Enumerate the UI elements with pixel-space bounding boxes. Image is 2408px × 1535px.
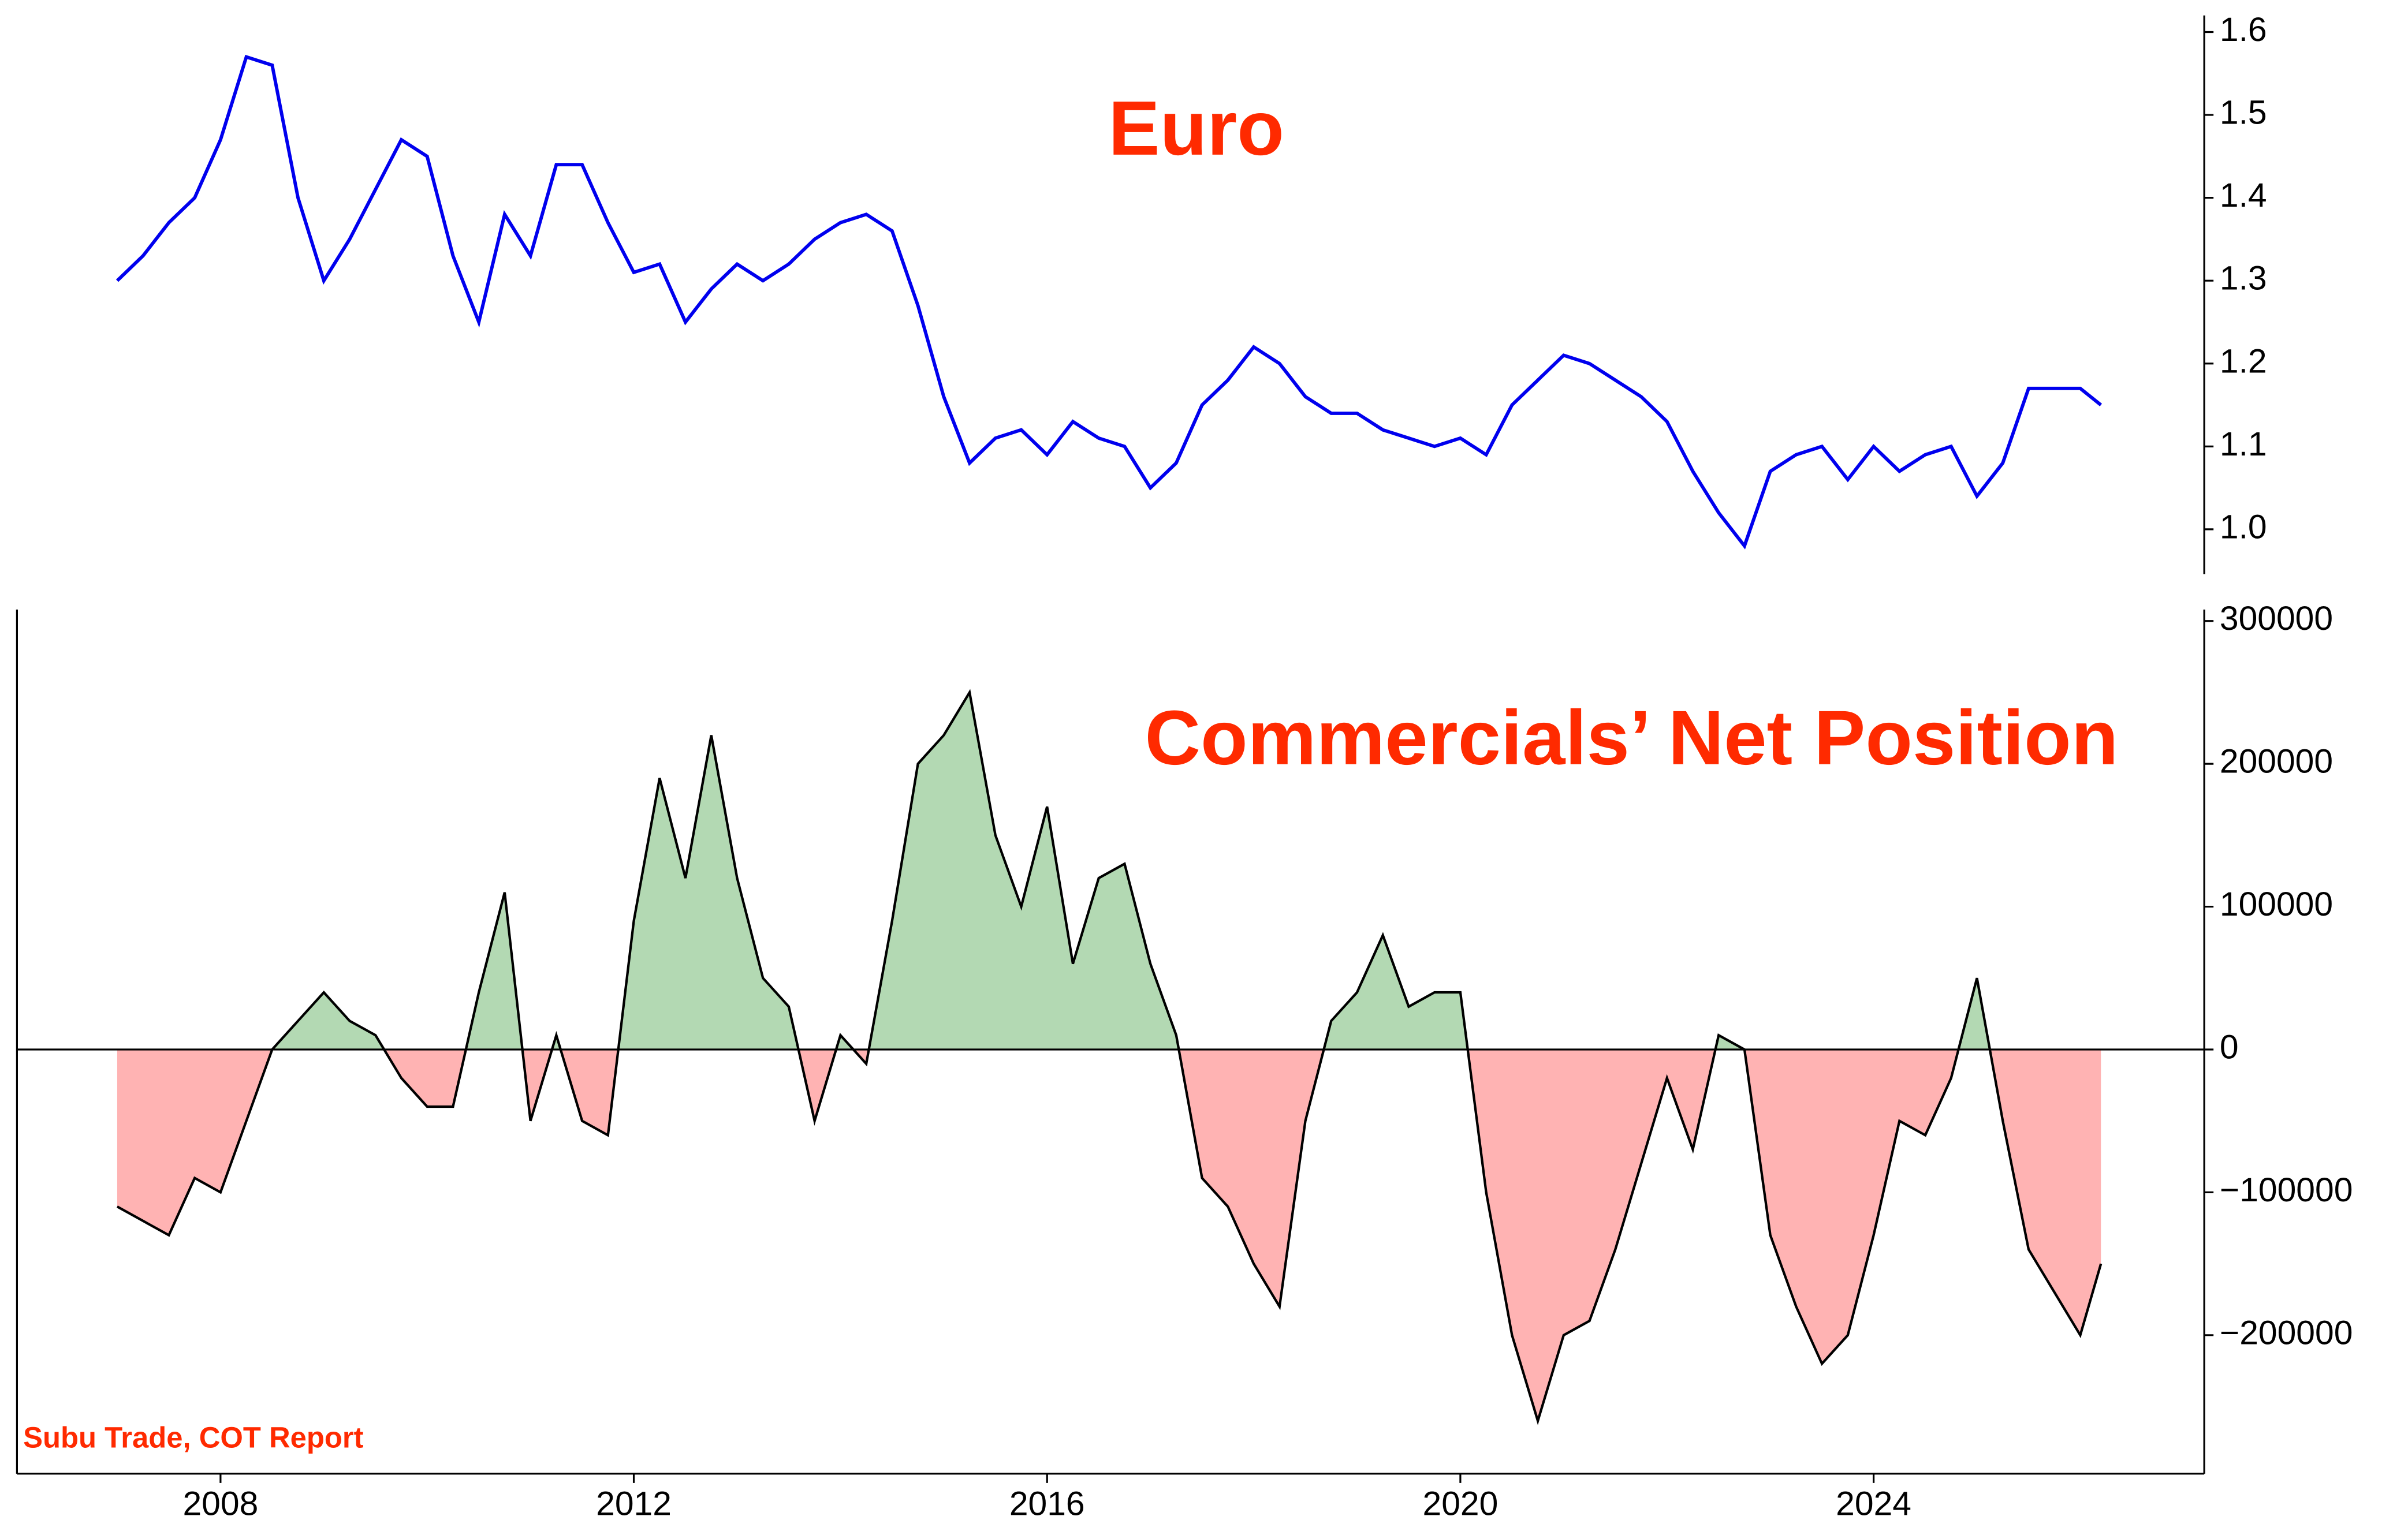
- net-position-line: [116, 689, 2103, 1425]
- x-tick-label: 2024: [1836, 1485, 1911, 1522]
- y-tick-label: 1.3: [2220, 260, 2267, 297]
- x-tick-label: 2016: [1009, 1485, 1085, 1522]
- source-note: Subu Trade, COT Report: [23, 1421, 364, 1454]
- y-tick-label: 1.2: [2220, 342, 2267, 380]
- y-tick-label: 300000: [2220, 600, 2333, 637]
- chart-title: Commercials’ Net Position: [1145, 695, 2119, 781]
- y-tick-label: 1.4: [2220, 177, 2267, 214]
- y-tick-label: −100000: [2220, 1171, 2353, 1209]
- area-negative: [117, 1049, 2101, 1421]
- y-tick-label: 200000: [2220, 743, 2333, 780]
- area-positive: [272, 692, 1990, 1050]
- y-tick-label: 1.0: [2220, 508, 2267, 546]
- y-tick-label: 1.6: [2220, 11, 2267, 48]
- y-tick-label: 1.5: [2220, 94, 2267, 132]
- euro-line: [115, 54, 2103, 550]
- y-tick-label: 1.1: [2220, 425, 2267, 463]
- chart-title: Euro: [1108, 85, 1284, 171]
- y-tick-label: 100000: [2220, 886, 2333, 923]
- y-tick-label: −200000: [2220, 1314, 2353, 1351]
- x-tick-label: 2008: [182, 1485, 258, 1522]
- x-tick-label: 2020: [1423, 1485, 1499, 1522]
- y-tick-label: 0: [2220, 1029, 2239, 1066]
- x-tick-label: 2012: [596, 1485, 672, 1522]
